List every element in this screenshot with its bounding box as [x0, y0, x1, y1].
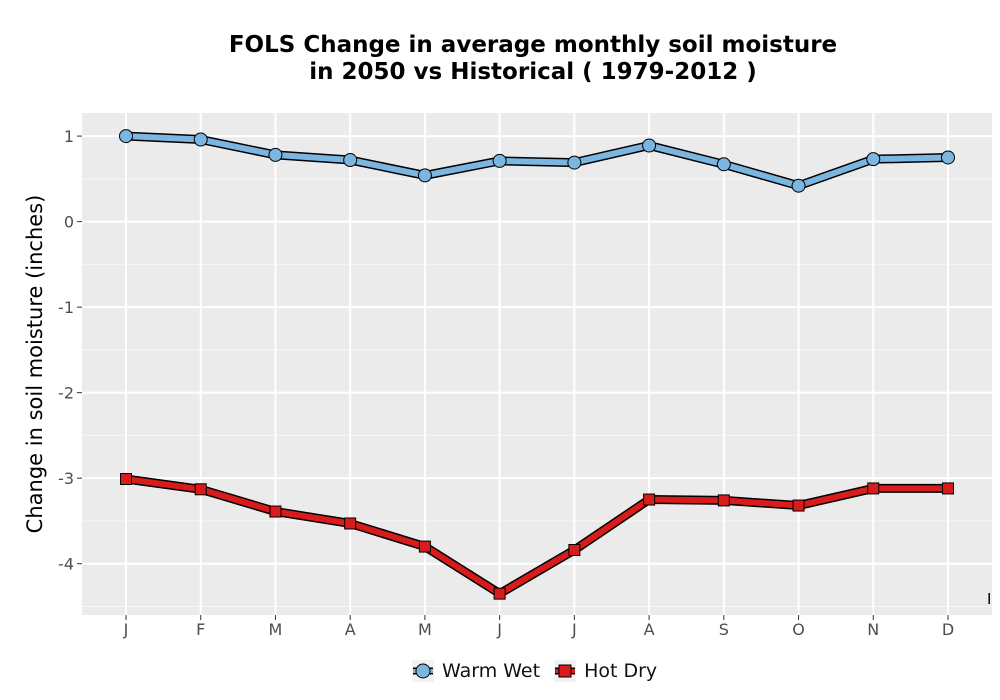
data-point-warm-wet — [417, 168, 432, 183]
x-tick-label: A — [644, 620, 655, 639]
data-point-hot-dry — [643, 493, 656, 506]
x-tick-label: S — [719, 620, 729, 639]
y-tick-label: -2 — [58, 384, 74, 403]
corner-mark: I — [987, 590, 991, 608]
data-point-warm-wet — [119, 129, 133, 144]
data-point-hot-dry — [194, 483, 207, 496]
legend-item-hot-dry: Hot Dry — [554, 660, 657, 682]
data-point-warm-wet — [941, 150, 955, 165]
data-point-warm-wet — [567, 155, 582, 170]
x-tick-label: N — [867, 620, 879, 639]
legend-label-hot-dry: Hot Dry — [584, 660, 658, 682]
legend-key-hot-dry — [554, 660, 577, 682]
data-point-hot-dry — [269, 505, 282, 518]
data-point-hot-dry — [942, 482, 954, 495]
plot-panel — [82, 113, 992, 615]
data-point-hot-dry — [418, 540, 431, 553]
x-tick-label: O — [792, 620, 805, 639]
x-tick-label: A — [345, 620, 356, 639]
data-point-warm-wet — [642, 138, 657, 153]
data-point-warm-wet — [492, 153, 507, 168]
data-point-hot-dry — [120, 473, 132, 486]
x-tick-label: J — [123, 620, 129, 639]
data-point-hot-dry — [717, 494, 730, 507]
y-tick-label: 0 — [64, 213, 74, 232]
x-tick-label: J — [496, 620, 502, 639]
data-point-hot-dry — [867, 482, 880, 495]
chart-title-line1: FOLS Change in average monthly soil mois… — [228, 32, 838, 58]
series-line-warm-wet — [125, 133, 949, 189]
chart-title: FOLS Change in average monthly soil mois… — [0, 32, 1000, 86]
legend-label-warm-wet: Warm Wet — [442, 660, 541, 682]
data-point-hot-dry — [792, 499, 805, 512]
axes: 1 0 -1 -2 -3 -4 J F M A M J J A S O N D — [58, 127, 954, 639]
chart-title-line2: in 2050 vs Historical ( 1979-2012 ) — [309, 59, 757, 85]
grid-minor — [82, 178, 992, 607]
data-point-hot-dry — [568, 544, 581, 557]
y-axis-label: Change in soil moisture (inches) — [23, 195, 47, 534]
grid-major — [82, 113, 992, 615]
y-tick-label: 1 — [64, 127, 74, 146]
x-tick-label: M — [418, 620, 432, 639]
legend-key-warm-wet — [412, 660, 434, 682]
x-tick-label: F — [196, 620, 205, 639]
data-point-warm-wet — [268, 147, 283, 162]
legend-item-warm-wet: Warm Wet — [412, 660, 540, 682]
data-point-warm-wet — [343, 153, 358, 168]
y-tick-label: -4 — [58, 555, 74, 574]
legend: Warm Wet Hot Dry — [412, 660, 671, 682]
x-tick-label: J — [571, 620, 577, 639]
x-tick-label: D — [942, 620, 954, 639]
data-point-warm-wet — [791, 178, 806, 193]
y-tick-label: -1 — [58, 298, 74, 317]
data-point-hot-dry — [344, 517, 357, 530]
x-tick-label: M — [269, 620, 283, 639]
data-point-warm-wet — [193, 132, 208, 147]
y-tick-label: -3 — [58, 469, 74, 488]
series-layer — [119, 129, 955, 600]
series-line-hot-dry — [125, 476, 948, 597]
data-point-warm-wet — [866, 152, 881, 167]
data-point-warm-wet — [716, 157, 731, 172]
data-point-hot-dry — [493, 587, 506, 600]
